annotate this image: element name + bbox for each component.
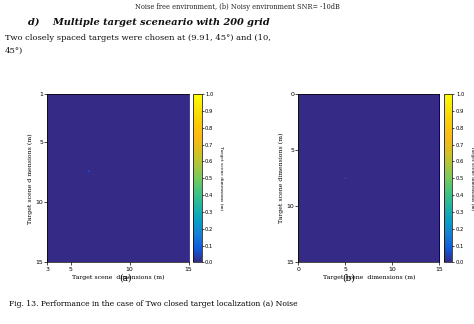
X-axis label: Target scene  dimensions (m): Target scene dimensions (m) — [323, 274, 415, 280]
Text: (a): (a) — [119, 274, 132, 283]
Y-axis label: Target scene dimensions (m): Target scene dimensions (m) — [219, 146, 223, 210]
Text: Noise free environment, (b) Noisy environment SNR= -10dB: Noise free environment, (b) Noisy enviro… — [135, 3, 339, 11]
Text: Fig. 13. Performance in the case of Two closed target localization (a) Noise: Fig. 13. Performance in the case of Two … — [9, 300, 298, 308]
Y-axis label: Target scene dimensions (m): Target scene dimensions (m) — [470, 146, 474, 210]
Y-axis label: Target scene d mensions (m): Target scene d mensions (m) — [27, 133, 33, 224]
Text: d)    Multiple target sceneario with 200 grid: d) Multiple target sceneario with 200 gr… — [28, 18, 270, 27]
Text: (b): (b) — [342, 274, 355, 283]
Text: 45°): 45°) — [5, 47, 23, 55]
Y-axis label: Target scene dimensions (m): Target scene dimensions (m) — [278, 133, 283, 224]
X-axis label: Target scene  dimensions (m): Target scene dimensions (m) — [72, 274, 164, 280]
Text: Two closely spaced targets were chosen at (9.91, 45°) and (10,: Two closely spaced targets were chosen a… — [5, 34, 271, 42]
